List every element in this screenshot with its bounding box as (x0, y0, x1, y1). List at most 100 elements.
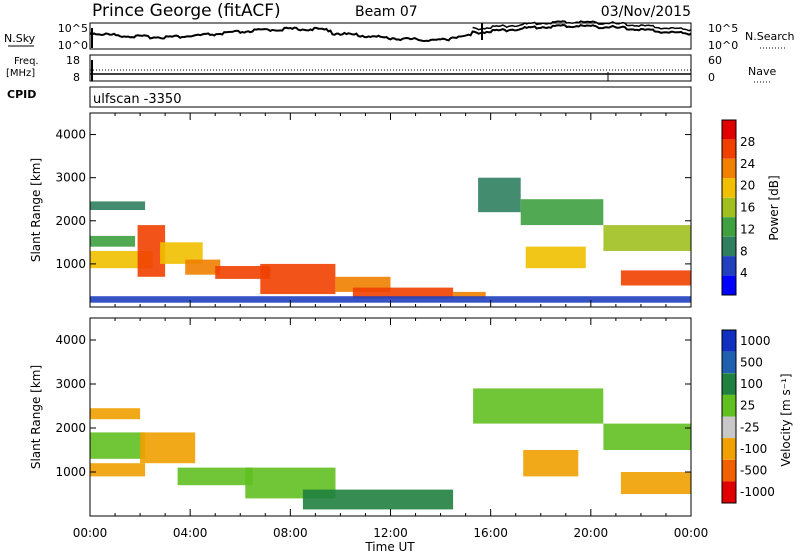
power-colorbar: 4 8 12 16 20 24 28 Power [dB] (721, 119, 781, 296)
xtick-label: 20:00 (574, 526, 609, 540)
range-time-cell (140, 432, 196, 464)
power-ylabel: Slant Range [km] (29, 158, 43, 262)
power-colorbar-tick: 24 (740, 157, 755, 171)
range-time-cell (453, 291, 486, 299)
ytick-label: 3000 (55, 171, 86, 185)
velocity-colorbar-block (722, 459, 736, 482)
freq-frame (89, 54, 692, 82)
range-time-cell (473, 388, 604, 424)
power-colorbar-block (722, 139, 736, 159)
power-colorbar-block (722, 217, 736, 237)
power-colorbar-block (722, 275, 736, 295)
velocity-colorbar-tick: 1000 (740, 334, 771, 348)
nsky-frame (89, 22, 692, 50)
power-colorbar-block (722, 197, 736, 218)
nsky-left-tick-top: 10^5 (58, 22, 88, 35)
power-colorbar-frame (721, 119, 737, 296)
range-time-cell (90, 463, 146, 477)
range-time-cell (520, 199, 604, 226)
power-colorbar-tick: 12 (740, 222, 755, 236)
nave-tick-bottom: 0 (708, 71, 715, 84)
velocity-axes: 1000 2000 3000 4000 (55, 318, 692, 516)
range-time-cell (620, 270, 691, 286)
velocity-ylabel: Slant Range [km] (29, 365, 43, 469)
velocity-colorbar: 1000 500 100 25 -25 -100 -500 -1000 Velocity [m… (721, 329, 793, 504)
power-colorbar-block (722, 120, 736, 140)
velocity-colorbar-tick: -25 (740, 420, 760, 434)
time-axis: 00:00 04:00 08:00 12:00 16:00 20:00 00:00 (73, 526, 709, 540)
velocity-bands (90, 388, 691, 510)
range-time-cell (160, 242, 203, 264)
time-axis-label: Time UT (364, 540, 415, 554)
nsky-left-tick-bottom: 10^0 (58, 39, 88, 52)
ytick-label: 2000 (55, 421, 86, 435)
velocity-colorbar-tick: 500 (740, 355, 763, 369)
power-colorbar-tick: 16 (740, 201, 755, 215)
freq-tick-bottom: 8 (73, 71, 80, 84)
velocity-colorbar-tick: -1000 (740, 485, 775, 499)
xtick-label: 08:00 (273, 526, 308, 540)
velocity-colorbar-block (722, 394, 736, 417)
velocity-colorbar-frame (721, 329, 737, 504)
range-time-cell (90, 432, 146, 459)
range-time-cell (90, 408, 141, 420)
range-time-cell (525, 246, 586, 269)
power-axes: 1000 2000 3000 4000 (55, 113, 692, 307)
nsky-trace (89, 20, 692, 48)
beam-label: Beam 07 (355, 4, 418, 20)
xtick-label: 04:00 (173, 526, 208, 540)
ytick-label: 1000 (55, 257, 86, 271)
ytick-label: 2000 (55, 214, 86, 228)
ytick-label: 4000 (55, 333, 86, 347)
power-colorbar-ticks: 4 8 12 16 20 24 28 (740, 135, 755, 280)
nsky-panel: N.Sky 10^5 10^0 10^5 10^0 N.Search (4, 20, 795, 52)
power-colorbar-block (722, 178, 736, 198)
range-time-cell (603, 423, 691, 450)
range-time-cell (302, 489, 454, 510)
xtick-label: 12:00 (373, 526, 408, 540)
range-time-cell (215, 266, 271, 279)
range-time-cell (260, 263, 336, 295)
nsky-right-tick-top: 10^5 (708, 22, 738, 35)
nsky-right-tick-bottom: 10^0 (708, 39, 738, 52)
range-time-cell (90, 296, 691, 303)
power-colorbar-block (722, 256, 736, 276)
velocity-colorbar-block (722, 330, 736, 352)
freq-trace (90, 60, 691, 81)
velocity-colorbar-block (722, 373, 736, 395)
velocity-colorbar-block (722, 351, 736, 374)
xtick-label: 00:00 (73, 526, 108, 540)
xtick-label: 16:00 (473, 526, 508, 540)
ytick-label: 4000 (55, 128, 86, 142)
power-colorbar-label: Power [dB] (767, 175, 781, 240)
power-colorbar-tick: 28 (740, 135, 755, 149)
velocity-colorbar-tick: 100 (740, 377, 763, 391)
cpid-value: ulfscan -3350 (93, 92, 181, 107)
range-time-cell (90, 235, 136, 247)
ytick-label: 1000 (55, 465, 86, 479)
nave-tick-top: 60 (708, 54, 722, 67)
range-time-cell (478, 177, 521, 213)
power-bands (90, 177, 691, 303)
velocity-colorbar-label: Velocity [m s⁻¹] (779, 373, 793, 466)
velocity-colorbar-tick: -500 (740, 464, 767, 478)
velocity-colorbar-tick: -100 (740, 442, 767, 456)
range-time-cell (603, 225, 691, 251)
ytick-label: 3000 (55, 377, 86, 391)
velocity-panel: 1000 2000 3000 4000 Slant Range [km] (29, 317, 692, 517)
nsky-label: N.Sky (4, 32, 36, 45)
power-panel: 1000 2000 3000 4000 Slant Range [km] (29, 112, 692, 308)
range-time-cell (523, 450, 579, 477)
xtick-label: 00:00 (674, 526, 709, 540)
range-time-cell (185, 259, 221, 275)
velocity-colorbar-ticks: 1000 500 100 25 -25 -100 -500 -1000 (740, 334, 775, 499)
range-time-cell (90, 201, 146, 210)
power-colorbar-tick: 20 (740, 179, 755, 193)
range-time-cell (352, 287, 454, 299)
power-colorbar-blocks (722, 120, 736, 295)
range-time-cell (620, 472, 691, 494)
cpid-label: CPID (7, 88, 36, 101)
range-time-cell (177, 467, 253, 486)
freq-tick-top: 18 (66, 54, 80, 67)
